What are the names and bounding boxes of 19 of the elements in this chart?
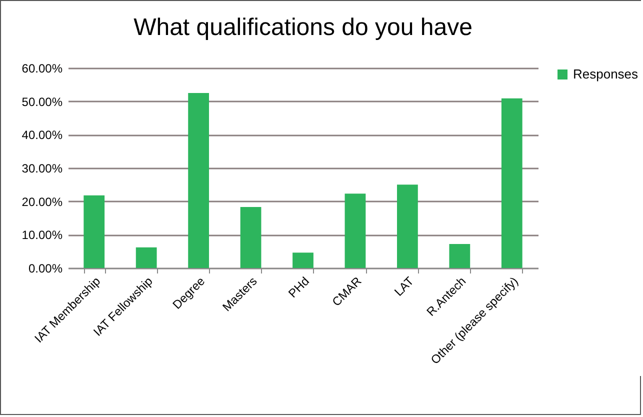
- bar: [84, 195, 105, 268]
- y-tick-label: 20.00%: [22, 194, 63, 209]
- bar: [136, 247, 157, 268]
- bar: [240, 207, 262, 268]
- y-tick-label: 50.00%: [22, 94, 63, 109]
- y-tick-label: 40.00%: [22, 128, 63, 142]
- legend-label: Responses: [573, 66, 639, 82]
- y-tick-label: 10.00%: [22, 228, 63, 242]
- bar: [501, 98, 522, 268]
- x-tick-label: LAT: [392, 274, 417, 299]
- bar: [449, 244, 470, 268]
- bar: [188, 93, 209, 268]
- y-tick-label: 0.00%: [28, 262, 63, 276]
- bar: [292, 252, 314, 268]
- y-tick-label: 60.00%: [22, 62, 63, 76]
- y-tick-label: 30.00%: [22, 162, 63, 176]
- chart-title: What qualifications do you have: [134, 14, 472, 41]
- bar: [397, 184, 418, 268]
- bar: [344, 194, 366, 268]
